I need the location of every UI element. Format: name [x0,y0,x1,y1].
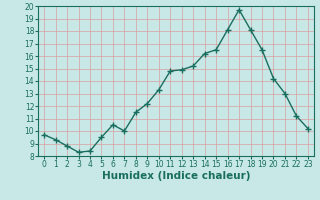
X-axis label: Humidex (Indice chaleur): Humidex (Indice chaleur) [102,171,250,181]
